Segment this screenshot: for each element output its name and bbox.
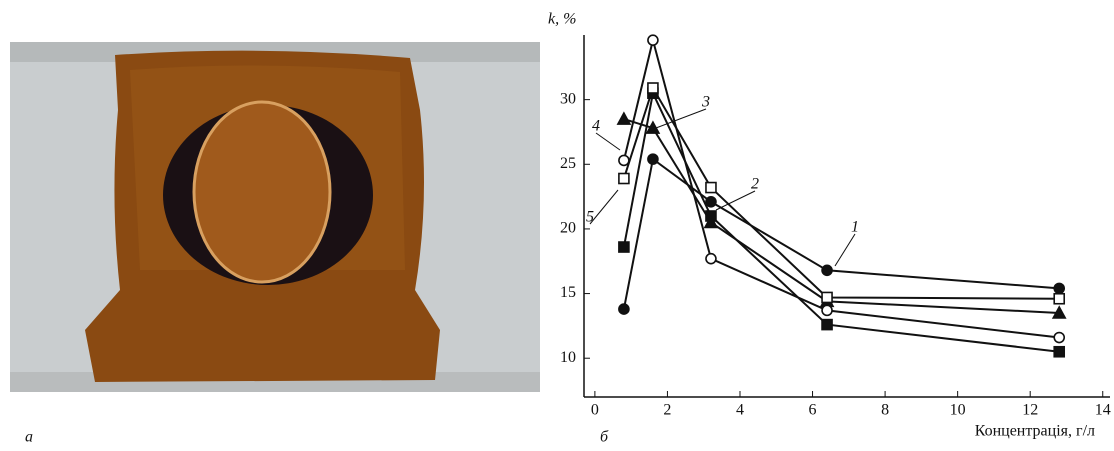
series-label-leader bbox=[596, 133, 620, 150]
series-label-leader bbox=[590, 190, 618, 224]
point bbox=[1054, 347, 1064, 357]
point bbox=[706, 183, 716, 193]
series-label: 2 bbox=[751, 176, 759, 193]
series-label-leader bbox=[716, 191, 755, 210]
panel-label: б bbox=[600, 429, 609, 446]
point bbox=[822, 292, 832, 302]
point bbox=[648, 154, 658, 164]
series-label: 4 bbox=[592, 118, 600, 135]
photo bbox=[10, 42, 540, 392]
point bbox=[706, 197, 716, 207]
point bbox=[1054, 333, 1064, 343]
photo-disk bbox=[194, 102, 330, 282]
x-tick-label: 8 bbox=[881, 402, 889, 419]
point bbox=[1054, 294, 1064, 304]
y-tick-label: 10 bbox=[560, 349, 576, 366]
y-tick-label: 25 bbox=[560, 155, 576, 172]
panel-label: а bbox=[25, 429, 33, 446]
series-label-leader bbox=[656, 109, 706, 128]
x-tick-label: 0 bbox=[591, 402, 599, 419]
y-axis-label: k, % bbox=[548, 11, 576, 28]
figure: а б k, % Концентрація, г/л 1015202530024… bbox=[0, 0, 1114, 451]
point bbox=[619, 155, 629, 165]
point bbox=[822, 265, 832, 275]
series-line bbox=[624, 88, 1059, 299]
point bbox=[1054, 283, 1064, 293]
point bbox=[619, 174, 629, 184]
series-label: 3 bbox=[701, 94, 710, 111]
y-tick-label: 20 bbox=[560, 220, 576, 237]
point bbox=[619, 242, 629, 252]
x-axis-label: Концентрація, г/л bbox=[975, 423, 1095, 440]
point bbox=[822, 305, 832, 315]
x-tick-label: 6 bbox=[809, 402, 817, 419]
series-label: 5 bbox=[586, 209, 594, 226]
series-label-leader bbox=[835, 234, 855, 266]
x-tick-label: 10 bbox=[950, 402, 966, 419]
point bbox=[618, 113, 630, 124]
series-label: 1 bbox=[851, 219, 859, 236]
x-tick-label: 2 bbox=[663, 402, 671, 419]
y-tick-label: 30 bbox=[560, 90, 576, 107]
x-tick-label: 14 bbox=[1095, 402, 1111, 419]
point bbox=[822, 320, 832, 330]
point bbox=[619, 304, 629, 314]
series-line bbox=[624, 159, 1059, 309]
point bbox=[648, 35, 658, 45]
y-tick-label: 15 bbox=[560, 284, 576, 301]
point bbox=[648, 83, 658, 93]
x-tick-label: 4 bbox=[736, 402, 744, 419]
x-tick-label: 12 bbox=[1022, 402, 1038, 419]
point bbox=[706, 254, 716, 264]
